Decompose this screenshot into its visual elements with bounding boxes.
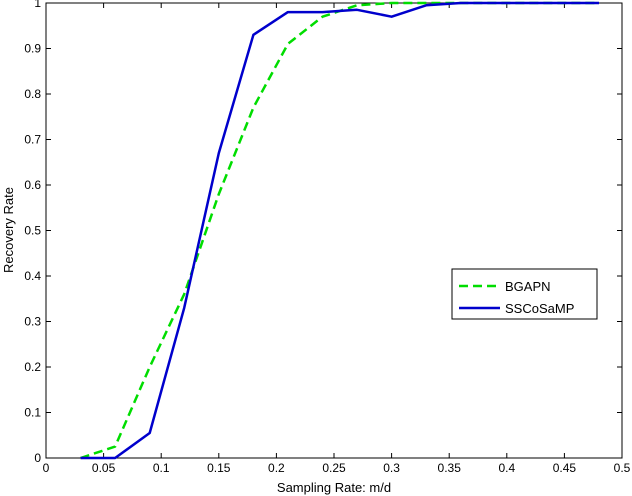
ticks-layer: 0 0.05 0.1 0.15 0.2 0.25 0.3 0.35 0.4 0.45 0.5 0 0.1… (24, 0, 630, 475)
y-tick-label: 0.8 (24, 87, 41, 101)
x-tick-label: 0.45 (553, 461, 577, 475)
x-tick-label: 0.15 (207, 461, 231, 475)
x-axis-label: Sampling Rate: m/d (277, 480, 391, 495)
y-tick-label: 0.5 (24, 224, 41, 238)
y-tick-label: 0.1 (24, 406, 41, 420)
x-tick-label: 0.35 (438, 461, 462, 475)
y-tick-label: 1 (34, 0, 41, 10)
y-tick-label: 0.9 (24, 42, 41, 56)
plot-area-frame (45, 2, 623, 459)
y-tick-label: 0.6 (24, 178, 41, 192)
y-tick-label: 0.4 (24, 269, 41, 283)
legend-box (451, 268, 598, 320)
x-tick-label: 0.05 (92, 461, 116, 475)
y-axis-label: Recovery Rate (1, 187, 16, 273)
x-tick-label: 0.5 (614, 461, 631, 475)
x-tick-label: 0.1 (153, 461, 170, 475)
series-line-sscosamp (80, 1, 599, 460)
series-layer (80, 1, 599, 460)
x-tick-label: 0.3 (383, 461, 400, 475)
x-tick-label: 0.2 (268, 461, 285, 475)
legend-label-sscosamp: SSCoSaMP (505, 301, 574, 316)
x-tick-label: 0 (43, 461, 50, 475)
x-tick-label: 0.25 (322, 461, 346, 475)
y-tick-label: 0.7 (24, 133, 41, 147)
y-tick-label: 0.2 (24, 360, 41, 374)
legend: BGAPN SSCoSaMP (451, 268, 598, 320)
y-tick-label: 0.3 (24, 315, 41, 329)
x-tick-label: 0.4 (498, 461, 515, 475)
y-tick-label: 0 (34, 451, 41, 465)
legend-label-bgapn: BGAPN (505, 279, 551, 294)
